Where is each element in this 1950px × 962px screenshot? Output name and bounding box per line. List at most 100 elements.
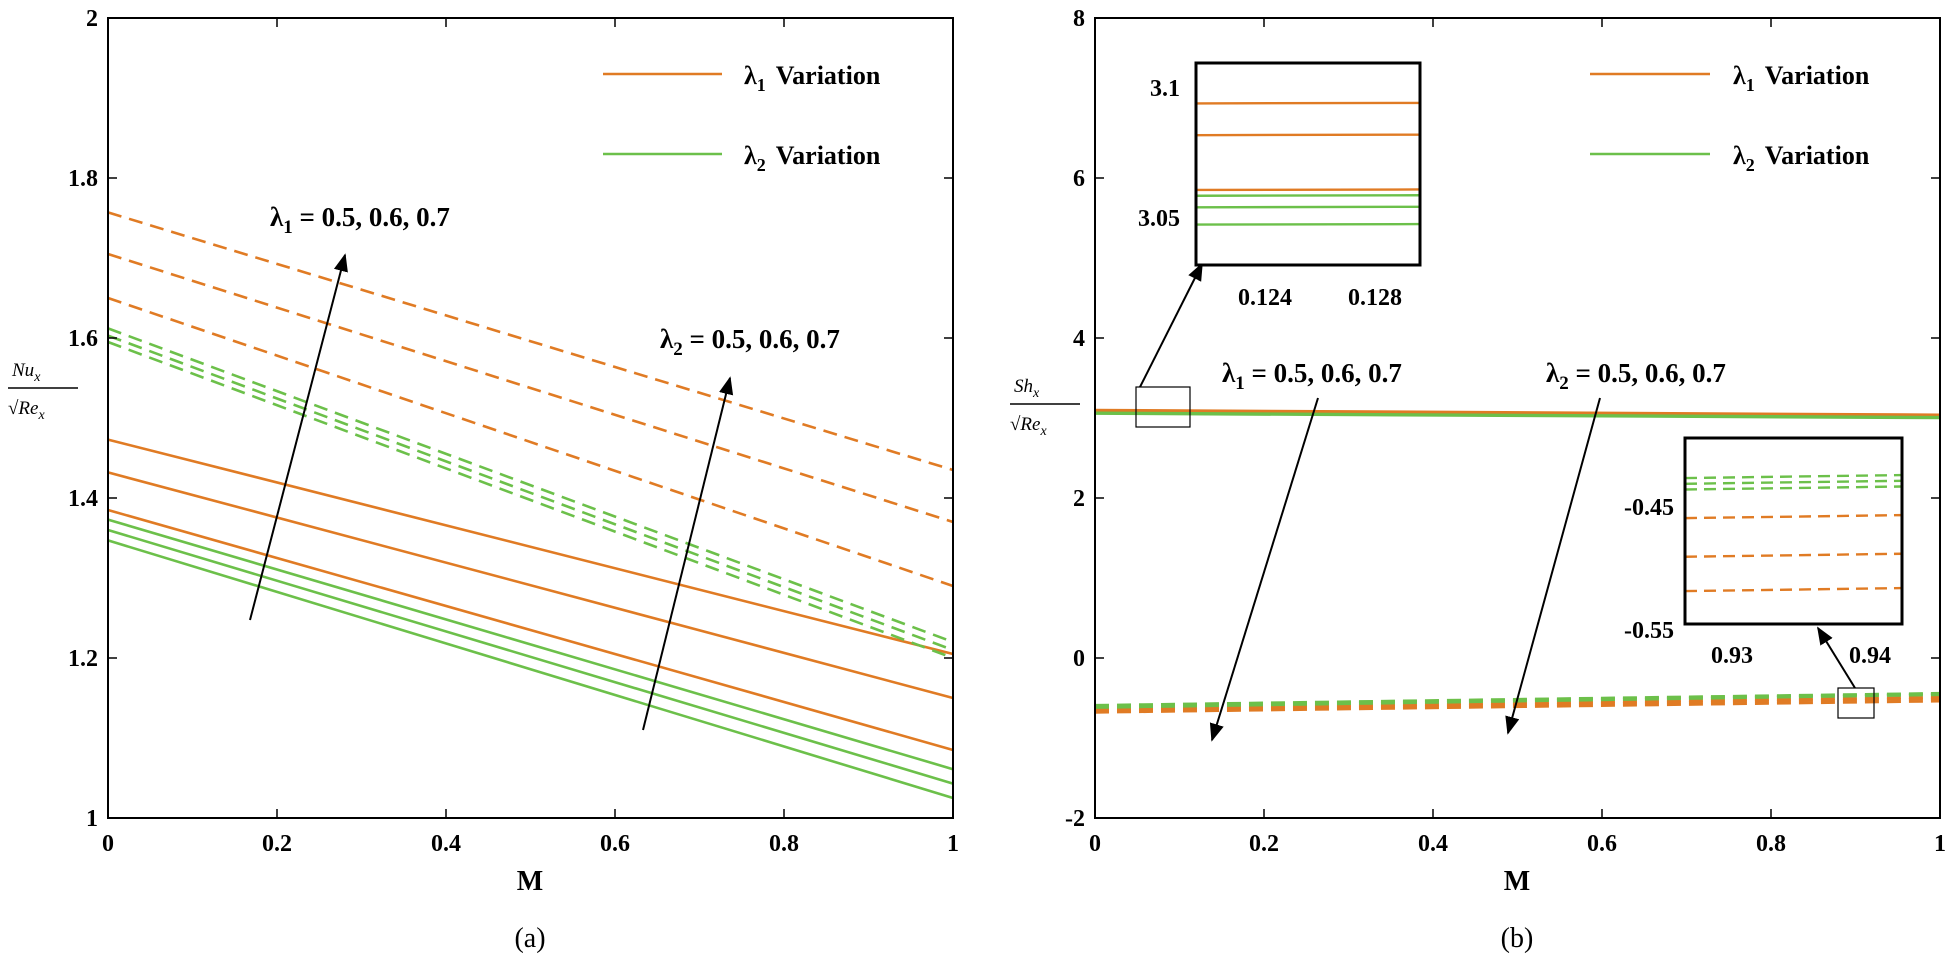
inset-series-line bbox=[1684, 479, 1903, 485]
panel-a: 0 0.2 0.4 0.6 0.8 1 1 1.2 1.4 1.6 1.8 2 … bbox=[8, 6, 959, 954]
inset-series-line bbox=[1195, 133, 1421, 137]
y-label-numerator: Nu bbox=[11, 360, 34, 381]
svg-text:λ2 = 0.5, 0.6, 0.7: λ2 = 0.5, 0.6, 0.7 bbox=[660, 324, 840, 360]
inset-top-lines bbox=[1195, 101, 1421, 226]
y-tick-label: 1 bbox=[86, 806, 98, 832]
panel-a-caption: (a) bbox=[514, 923, 545, 954]
y-tick-label: 6 bbox=[1073, 166, 1085, 192]
panel-b-annotation-lambda2: λ2 = 0.5, 0.6, 0.7 bbox=[1505, 358, 1726, 735]
inset-y-tick-label: -0.45 bbox=[1624, 495, 1674, 521]
svg-text:√Rex: √Rex bbox=[1010, 414, 1047, 439]
inset-series-line bbox=[1195, 188, 1421, 192]
inset-top-frame bbox=[1194, 61, 1422, 267]
inset-series-line bbox=[1195, 194, 1421, 197]
panel-a-legend: λ1 Variation λ2 Variation bbox=[603, 61, 881, 175]
zoom-connector-top bbox=[1139, 262, 1203, 388]
series-line bbox=[1094, 408, 1941, 417]
panel-b-ticks bbox=[1094, 17, 1941, 819]
inset-series-line bbox=[1684, 586, 1903, 593]
inset-x-tick-label: 0.128 bbox=[1348, 285, 1402, 311]
panel-b-y-label: Shx √Rex bbox=[1010, 376, 1080, 439]
series-line bbox=[107, 327, 954, 644]
panel-b: 0 0.2 0.4 0.6 0.8 1 -2 0 2 4 6 8 Shx √Re… bbox=[1010, 6, 1946, 954]
svg-text:Nux: Nux bbox=[11, 360, 41, 385]
panel-a-y-label: Nux √Rex bbox=[8, 360, 78, 423]
panel-b-x-tick-labels: 0 0.2 0.4 0.6 0.8 1 bbox=[1089, 831, 1946, 857]
x-tick-label: 0 bbox=[102, 831, 114, 857]
inset-x-tick-label: 0.93 bbox=[1711, 643, 1753, 669]
annotation-arrow bbox=[249, 253, 348, 621]
y-tick-label: 1.6 bbox=[68, 326, 98, 352]
y-tick-label: 1.8 bbox=[68, 166, 98, 192]
annotation-arrow bbox=[1505, 397, 1601, 735]
panel-b-frame bbox=[1094, 17, 1941, 819]
series-line bbox=[107, 252, 954, 524]
series-line bbox=[107, 296, 954, 588]
y-label-den-subscript: x bbox=[37, 408, 45, 423]
annotation-arrow bbox=[1209, 397, 1319, 742]
inset-top: 3.1 3.05 0.124 0.128 bbox=[1138, 61, 1422, 311]
y-tick-label: 1.4 bbox=[68, 486, 98, 512]
svg-text:λ1 = 0.5, 0.6, 0.7: λ1 = 0.5, 0.6, 0.7 bbox=[1222, 358, 1402, 394]
panel-b-caption: (b) bbox=[1501, 923, 1534, 954]
x-tick-label: 0.8 bbox=[1756, 831, 1786, 857]
panel-a-series bbox=[107, 211, 954, 800]
inset-y-tick-label: -0.55 bbox=[1624, 618, 1674, 644]
svg-text:√Rex: √Rex bbox=[8, 398, 45, 423]
inset-series-line bbox=[1195, 222, 1421, 226]
x-tick-label: 0.4 bbox=[431, 831, 461, 857]
y-label-denominator: √Re bbox=[8, 398, 38, 419]
svg-text:λ2 = 0.5, 0.6, 0.7: λ2 = 0.5, 0.6, 0.7 bbox=[1546, 358, 1726, 394]
series-line bbox=[1094, 695, 1941, 711]
inset-x-tick-label: 0.124 bbox=[1238, 285, 1292, 311]
zoom-region-bottom bbox=[1837, 687, 1875, 719]
y-tick-label: 2 bbox=[1073, 486, 1085, 512]
inset-x-tick-label: 0.94 bbox=[1849, 643, 1891, 669]
panel-b-legend: λ1 Variation λ2 Variation bbox=[1590, 61, 1870, 175]
panel-b-y-tick-labels: -2 0 2 4 6 8 bbox=[1065, 6, 1085, 832]
y-tick-label: 1.2 bbox=[68, 646, 98, 672]
series-line bbox=[107, 340, 954, 660]
panel-a-frame bbox=[107, 17, 954, 819]
series-line bbox=[1094, 697, 1941, 713]
y-tick-label: 4 bbox=[1073, 326, 1085, 352]
panel-a-y-tick-labels: 1 1.2 1.4 1.6 1.8 2 bbox=[68, 6, 98, 832]
y-tick-label: 8 bbox=[1073, 6, 1085, 32]
x-tick-label: 1 bbox=[947, 831, 959, 857]
x-tick-label: 0 bbox=[1089, 831, 1101, 857]
legend-label-lambda2: λ2 Variation bbox=[744, 141, 881, 175]
y-label-denominator: √Re bbox=[1010, 414, 1040, 435]
panel-b-annotation-lambda1: λ1 = 0.5, 0.6, 0.7 bbox=[1209, 358, 1402, 742]
series-line bbox=[1094, 699, 1941, 714]
y-label-subscript: x bbox=[1032, 386, 1040, 401]
x-tick-label: 1 bbox=[1934, 831, 1946, 857]
series-line bbox=[107, 438, 954, 656]
legend-label-lambda1: λ1 Variation bbox=[744, 61, 881, 95]
svg-text:Shx: Shx bbox=[1014, 376, 1040, 401]
zoom-region-top bbox=[1135, 386, 1191, 428]
svg-text:λ1 = 0.5, 0.6, 0.7: λ1 = 0.5, 0.6, 0.7 bbox=[270, 202, 450, 238]
x-tick-label: 0.2 bbox=[1249, 831, 1279, 857]
y-tick-label: 2 bbox=[86, 6, 98, 32]
x-tick-label: 0.6 bbox=[1587, 831, 1617, 857]
legend-label-lambda1: λ1 Variation bbox=[1733, 61, 1870, 95]
panel-a-annotation-lambda2: λ2 = 0.5, 0.6, 0.7 bbox=[642, 324, 840, 731]
x-tick-label: 0.8 bbox=[769, 831, 799, 857]
panel-a-ticks bbox=[107, 17, 954, 819]
inset-series-line bbox=[1195, 205, 1421, 209]
y-label-numerator: Sh bbox=[1014, 376, 1033, 397]
inset-series-line bbox=[1195, 101, 1421, 105]
x-tick-label: 0.2 bbox=[262, 831, 292, 857]
annotation-arrow bbox=[642, 376, 734, 731]
inset-series-line bbox=[1684, 513, 1903, 520]
panel-a-annotation-lambda1: λ1 = 0.5, 0.6, 0.7 bbox=[249, 202, 450, 621]
y-tick-label: -2 bbox=[1065, 806, 1085, 832]
panel-a-x-tick-labels: 0 0.2 0.4 0.6 0.8 1 bbox=[102, 831, 959, 857]
y-tick-label: 0 bbox=[1073, 646, 1085, 672]
series-line bbox=[107, 211, 954, 472]
series-line bbox=[107, 471, 954, 700]
inset-series-line bbox=[1684, 552, 1903, 558]
series-line bbox=[107, 518, 954, 771]
inset-y-tick-label: 3.1 bbox=[1150, 76, 1180, 102]
y-label-subscript: x bbox=[33, 370, 41, 385]
